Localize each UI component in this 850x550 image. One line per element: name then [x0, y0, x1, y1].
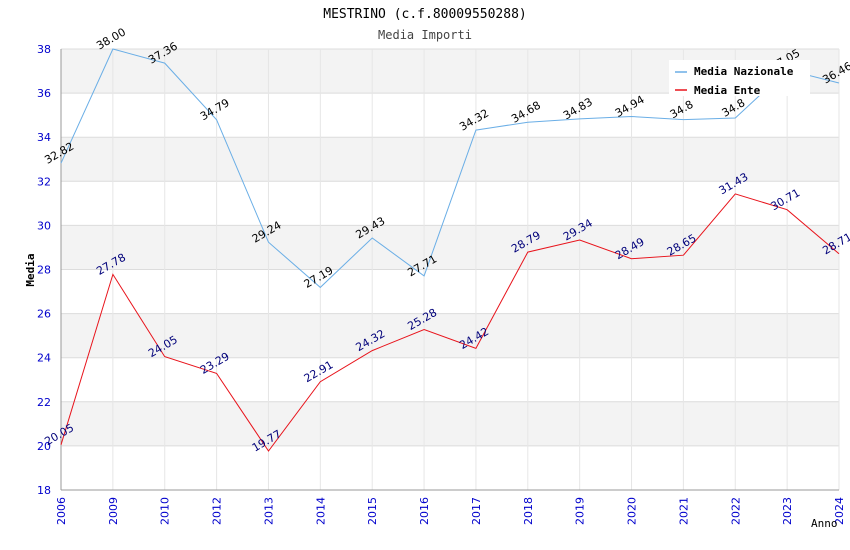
chart-title: MESTRINO (c.f.80009550288) [323, 7, 527, 22]
y-tick-label: 36 [37, 87, 51, 100]
x-tick-label: 2023 [781, 497, 794, 525]
y-tick-label: 30 [37, 219, 51, 232]
data-label-media-nazionale: 34.8 [668, 98, 696, 122]
x-tick-label: 2021 [677, 497, 690, 525]
series-line-media-ente [60, 193, 840, 452]
y-tick-label: 26 [37, 308, 51, 321]
x-tick-label: 2018 [522, 497, 535, 525]
y-tick-labels: 18 20 22 24 26 28 30 32 34 36 38 [37, 43, 51, 497]
x-tick-label: 2017 [470, 497, 483, 525]
chart-subtitle: Media Importi [378, 28, 472, 42]
x-tick-label: 2012 [211, 497, 224, 525]
grid-band [61, 401, 839, 446]
y-tick-label: 18 [37, 484, 51, 497]
legend-label-media-ente: Media Ente [694, 84, 761, 97]
y-tick-label: 24 [37, 352, 51, 365]
data-label-media-nazionale: 38.00 [94, 25, 128, 52]
x-tick-label: 2013 [262, 497, 275, 525]
data-label-media-nazionale: 34.79 [198, 96, 232, 123]
x-tick-label: 2024 [833, 497, 846, 525]
y-tick-label: 32 [37, 175, 51, 188]
x-axis-label: Anno [811, 517, 838, 530]
grid-band [61, 225, 839, 270]
series-line-media-nazionale [60, 48, 840, 289]
x-tick-label: 2019 [574, 497, 587, 525]
y-tick-label: 20 [37, 440, 51, 453]
y-axis-label: Media [24, 253, 37, 286]
axes [60, 49, 839, 491]
legend-box [669, 60, 810, 96]
x-tick-label: 2014 [314, 497, 327, 525]
legend: Media Nazionale Media Ente [669, 60, 810, 97]
data-label-media-nazionale: 34.32 [457, 107, 491, 134]
grid-band [61, 137, 839, 182]
grid-bands [61, 49, 839, 446]
x-tick-label: 2020 [626, 497, 639, 525]
data-label-media-nazionale: 34.94 [613, 93, 647, 120]
data-label-media-nazionale: 34.8 [720, 96, 748, 120]
data-label-media-ente: 22.91 [302, 358, 336, 385]
y-tick-label: 38 [37, 43, 51, 56]
x-tick-label: 2009 [107, 497, 120, 525]
x-tick-label: 2015 [366, 497, 379, 525]
y-tick-label: 28 [37, 264, 51, 277]
x-tick-label: 2010 [159, 497, 172, 525]
x-tick-label: 2022 [729, 497, 742, 525]
y-tick-label: 22 [37, 396, 51, 409]
series-lines [60, 48, 840, 452]
grid-band [61, 313, 839, 358]
x-tick-label: 2006 [55, 497, 68, 525]
legend-label-media-nazionale: Media Nazionale [694, 65, 794, 78]
x-tick-labels: 2006 2009 2010 2012 2013 2014 2015 2016 2017 2018… [55, 497, 846, 525]
grid-lines [60, 48, 840, 491]
x-tick-label: 2016 [418, 497, 431, 525]
y-tick-label: 34 [37, 131, 51, 144]
